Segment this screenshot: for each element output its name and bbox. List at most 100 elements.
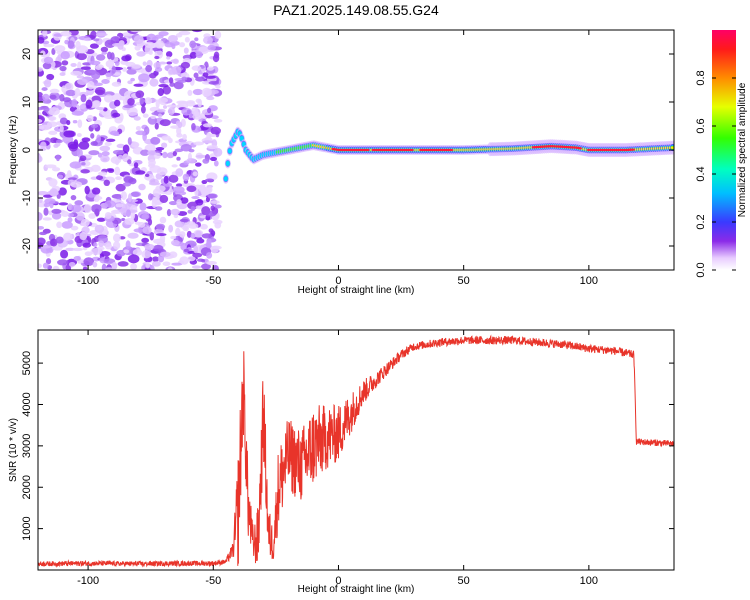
noise-blob	[62, 97, 71, 103]
noise-blob	[141, 237, 150, 243]
noise-blob	[73, 256, 81, 262]
noise-blob	[96, 217, 106, 222]
noise-blob	[150, 115, 157, 119]
noise-blob	[38, 67, 44, 72]
noise-blob	[135, 130, 146, 136]
noise-blob	[46, 121, 58, 128]
noise-blob	[191, 195, 200, 200]
noise-blob	[167, 267, 173, 270]
noise-blob	[94, 65, 103, 70]
noise-blob	[104, 39, 116, 49]
noise-blob	[112, 233, 121, 243]
noise-blob	[68, 262, 76, 267]
noise-blob	[38, 107, 45, 111]
noise-blob	[93, 242, 98, 248]
snr-x-tick-label: -50	[205, 575, 221, 587]
noise-blob	[51, 212, 62, 220]
noise-blob	[70, 181, 83, 188]
noise-blob	[130, 263, 138, 270]
noise-blob	[70, 62, 77, 67]
noise-blob	[177, 121, 183, 129]
noise-blob	[161, 142, 168, 148]
noise-blob	[126, 209, 131, 218]
noise-blob	[194, 230, 202, 238]
noise-blob	[38, 225, 45, 230]
noise-blob	[67, 177, 78, 181]
noise-blob	[130, 191, 140, 197]
noise-blob	[193, 141, 204, 146]
noise-blob	[210, 156, 218, 162]
noise-blob	[76, 52, 87, 61]
noise-blob	[138, 183, 146, 191]
noise-blob	[153, 62, 162, 69]
noise-blob	[119, 112, 124, 122]
noise-blob	[168, 224, 174, 233]
snr-y-tick-label: 1000	[21, 516, 33, 540]
noise-blob	[43, 207, 49, 216]
noise-blob	[123, 249, 130, 254]
noise-blob	[104, 200, 116, 208]
noise-blob	[45, 258, 52, 265]
noise-blob	[148, 158, 156, 167]
noise-blob	[144, 44, 153, 54]
noise-blob	[170, 239, 180, 246]
noise-blob	[80, 169, 90, 174]
noise-blob	[176, 126, 182, 136]
noise-blob	[172, 58, 179, 65]
noise-blob	[151, 261, 161, 267]
colorbar-tick-label: 0.0	[695, 262, 707, 277]
noise-blob	[129, 112, 138, 116]
noise-blob	[112, 149, 125, 155]
noise-blob	[191, 265, 202, 269]
noise-blob	[162, 85, 171, 95]
noise-blob	[115, 176, 122, 181]
colorbar	[712, 30, 736, 270]
noise-blob	[183, 248, 190, 253]
noise-blob	[67, 170, 72, 177]
noise-blob	[166, 104, 177, 108]
noise-blob	[202, 36, 213, 45]
snr-x-tick-label: 50	[458, 575, 470, 587]
noise-blob	[148, 218, 153, 226]
noise-blob	[99, 145, 111, 152]
noise-blob	[156, 167, 168, 176]
noise-blob	[125, 240, 131, 250]
noise-blob	[196, 238, 205, 244]
noise-blob	[83, 204, 92, 213]
noise-blob	[65, 247, 76, 252]
noise-blob	[210, 205, 216, 211]
noise-blob	[212, 54, 220, 63]
noise-blob	[176, 199, 182, 206]
noise-blob	[122, 153, 129, 162]
noise-blob	[133, 83, 144, 87]
noise-blob	[204, 178, 215, 183]
noise-blob	[101, 151, 110, 157]
noise-blob	[193, 245, 199, 254]
noise-blob	[130, 77, 135, 82]
noise-blob	[172, 186, 185, 194]
noise-blob	[71, 98, 78, 108]
noise-blob	[94, 224, 105, 234]
noise-blob	[92, 261, 98, 268]
noise-blob	[61, 211, 70, 217]
noise-blob	[148, 72, 157, 79]
spectrogram-y-tick-label: 20	[21, 48, 33, 60]
ridge-mid	[223, 176, 228, 182]
noise-blob	[39, 124, 51, 131]
noise-blob	[144, 97, 153, 105]
noise-blob	[155, 146, 165, 151]
noise-blob	[195, 162, 202, 167]
noise-blob	[90, 30, 97, 39]
noise-blob	[112, 241, 121, 250]
noise-blob	[48, 116, 57, 121]
noise-blob	[195, 98, 202, 104]
noise-blob	[69, 161, 82, 169]
noise-blob	[82, 242, 92, 248]
noise-blob	[159, 234, 166, 243]
noise-blob	[52, 265, 60, 270]
noise-blob	[103, 258, 116, 264]
noise-blob	[107, 168, 115, 173]
noise-blob	[136, 51, 146, 57]
noise-blob	[159, 194, 169, 204]
noise-blob	[156, 233, 167, 237]
